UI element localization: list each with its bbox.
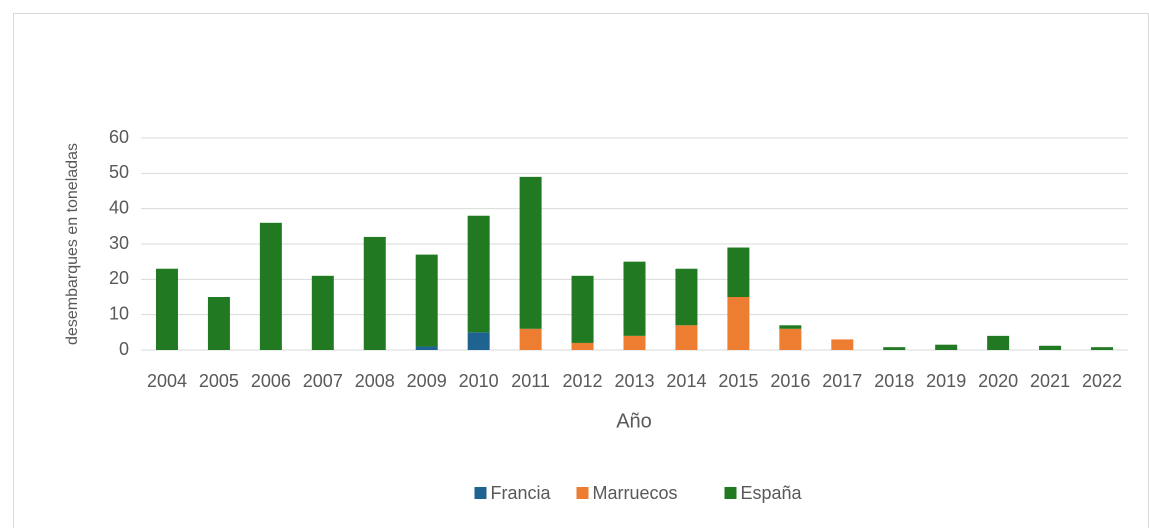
y-tick-label: 40 (109, 197, 129, 217)
legend-label: España (741, 483, 803, 503)
bar-segment (571, 275, 594, 343)
x-tick-label: 2009 (407, 371, 447, 391)
x-tick-label: 2021 (1030, 371, 1070, 391)
x-tick-label: 2012 (563, 371, 603, 391)
bar-segment (935, 344, 958, 350)
bar-segment (363, 236, 386, 350)
bar-segment (467, 215, 490, 333)
bar-segment (519, 176, 542, 329)
bar-segment (987, 335, 1010, 350)
bar-segment (883, 347, 906, 350)
x-tick-label: 2020 (978, 371, 1018, 391)
x-tick-label: 2006 (251, 371, 291, 391)
bar-segment (727, 297, 750, 350)
x-tick-label: 2004 (147, 371, 187, 391)
bar-segment (519, 328, 542, 350)
bar-segment (155, 268, 178, 350)
legend-label: Marruecos (593, 483, 678, 503)
legend-swatch (576, 487, 589, 499)
y-tick-label: 30 (109, 233, 129, 253)
bar-segment (727, 247, 750, 297)
y-tick-label: 50 (109, 162, 129, 182)
y-tick-label: 60 (109, 127, 129, 147)
x-axis-title: Año (616, 410, 652, 432)
bar-segment (467, 332, 490, 350)
x-tick-label: 2016 (770, 371, 810, 391)
bar-segment (779, 328, 802, 350)
bar-segment (415, 254, 438, 347)
x-tick-label: 2007 (303, 371, 343, 391)
y-axis-title: desembarques en toneladas (64, 143, 81, 345)
x-tick-label: 2015 (718, 371, 758, 391)
bar-segment (259, 222, 282, 350)
bar-segment (623, 335, 646, 350)
bar-segment (779, 325, 802, 329)
x-tick-label: 2019 (926, 371, 966, 391)
x-tick-label: 2014 (666, 371, 706, 391)
x-tick-label: 2008 (355, 371, 395, 391)
legend-swatch (474, 487, 487, 499)
x-tick-label: 2011 (511, 371, 550, 391)
x-tick-label: 2017 (822, 371, 862, 391)
bar-segment (1039, 345, 1062, 350)
legend-label: Francia (491, 483, 552, 503)
legend-swatch (724, 487, 737, 499)
x-tick-label: 2010 (459, 371, 499, 391)
x-tick-label: 2013 (614, 371, 654, 391)
bar-segment (415, 346, 438, 350)
bar-segment (1091, 347, 1114, 350)
x-tick-label: 2005 (199, 371, 239, 391)
bar-segment (207, 297, 230, 350)
y-tick-label: 10 (109, 303, 129, 323)
x-tick-label: 2018 (874, 371, 914, 391)
bar-segment (831, 339, 854, 350)
bar-segment (675, 325, 698, 350)
chart-frame (13, 13, 1149, 528)
y-tick-label: 20 (109, 268, 129, 288)
y-tick-label: 0 (119, 339, 129, 359)
bar-segment (675, 268, 698, 326)
bar-segment (571, 342, 594, 350)
bar-segment (623, 261, 646, 336)
x-tick-label: 2022 (1082, 371, 1122, 391)
bar-segment (311, 275, 334, 350)
